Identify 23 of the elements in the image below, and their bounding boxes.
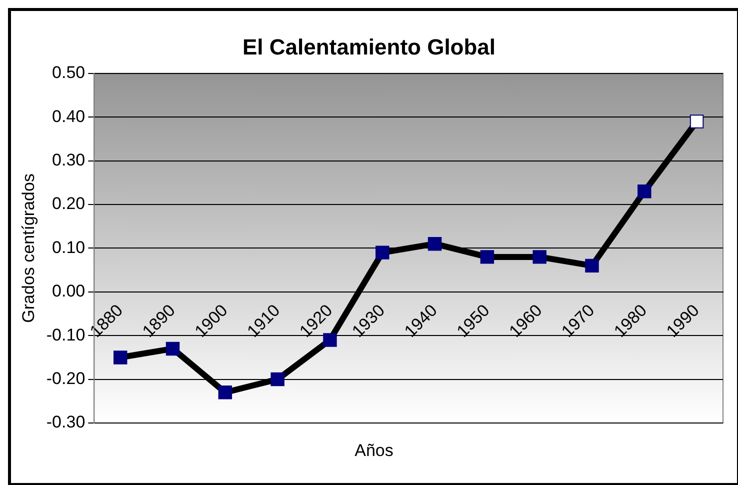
y-tick-label: -0.10: [46, 325, 86, 344]
y-tick-label: -0.30: [46, 412, 86, 432]
y-tick-label: 0.10: [52, 238, 86, 257]
point: [532, 250, 546, 264]
point: [113, 350, 128, 364]
y-tick-label: 0.40: [52, 106, 86, 126]
y-tick-label: 0.50: [52, 63, 86, 82]
y-tick-label: 0.30: [52, 150, 86, 170]
point: [166, 342, 180, 356]
point: [690, 114, 704, 128]
point: [638, 184, 652, 198]
y-axis-title: Grados centígrados: [18, 174, 38, 323]
point: [428, 236, 442, 251]
chart-title: El Calentamiento Global: [242, 34, 496, 60]
y-tick-label: -0.20: [46, 368, 86, 388]
point: [218, 386, 232, 400]
point: [270, 372, 284, 386]
point: [480, 250, 494, 264]
y-tick-label: 0.20: [52, 194, 86, 214]
x-axis-title: Años: [354, 441, 394, 461]
point: [585, 258, 599, 273]
point: [376, 246, 390, 260]
y-tick-label: 0.00: [52, 282, 86, 301]
